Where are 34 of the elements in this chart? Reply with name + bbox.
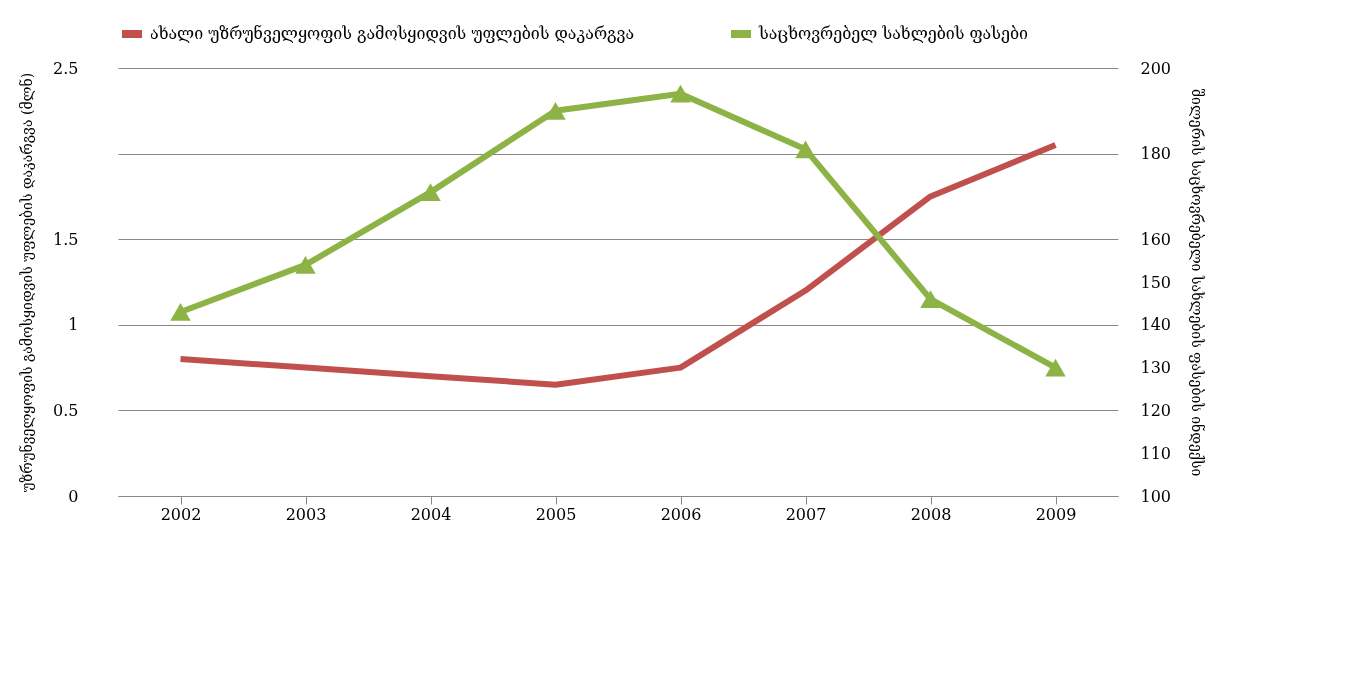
x-tick-label: 2009 <box>1035 504 1077 524</box>
point <box>795 140 816 159</box>
y2-tick-label: 110 <box>1140 443 1172 463</box>
y-axis-title: უზრუნველყოფის გამოსყიდვის უფლების დაკარგვა (მლნ) <box>18 72 36 493</box>
y2-tick-label: 140 <box>1140 315 1172 335</box>
y2-axis-title: შილერის საცხოვრებელი სახლების ფასების ინდექსი <box>1189 88 1207 477</box>
y2-tick-label: 200 <box>1140 58 1172 78</box>
point <box>295 256 316 274</box>
x-tick-label: 2003 <box>285 504 327 524</box>
legend-label: საცხოვრებელ სახლების ფასები <box>758 24 1029 43</box>
y-tick-label: 0 <box>68 486 79 506</box>
y2-tick-label: 180 <box>1140 144 1172 164</box>
y-tick-label: 2.5 <box>53 58 79 78</box>
point <box>1045 358 1066 377</box>
x-tick-label: 2004 <box>410 504 452 524</box>
point <box>670 84 691 103</box>
y-tick-label: 1 <box>68 315 79 335</box>
point <box>920 290 941 308</box>
y2-tick-label: 120 <box>1140 400 1172 420</box>
x-tick-label: 2008 <box>910 504 952 524</box>
legend-label: ახალი უზრუნველყოფის გამოსყიდვის უფლების დაკარგვა <box>150 24 635 43</box>
x-tick-label: 2005 <box>535 504 577 524</box>
y2-tick-label: 150 <box>1140 272 1172 292</box>
point <box>170 303 191 321</box>
x-tick-label: 2002 <box>160 504 202 524</box>
y2-tick-label: 130 <box>1140 358 1172 378</box>
point <box>545 101 566 120</box>
x-tick-label: 2007 <box>785 504 827 524</box>
y-tick-label: 1.5 <box>53 229 79 249</box>
x-tick-label: 2006 <box>660 504 702 524</box>
y2-tick-label: 160 <box>1140 229 1172 249</box>
y-tick-label: 0.5 <box>53 400 79 420</box>
point <box>420 183 441 201</box>
y2-tick-label: 100 <box>1140 486 1172 506</box>
